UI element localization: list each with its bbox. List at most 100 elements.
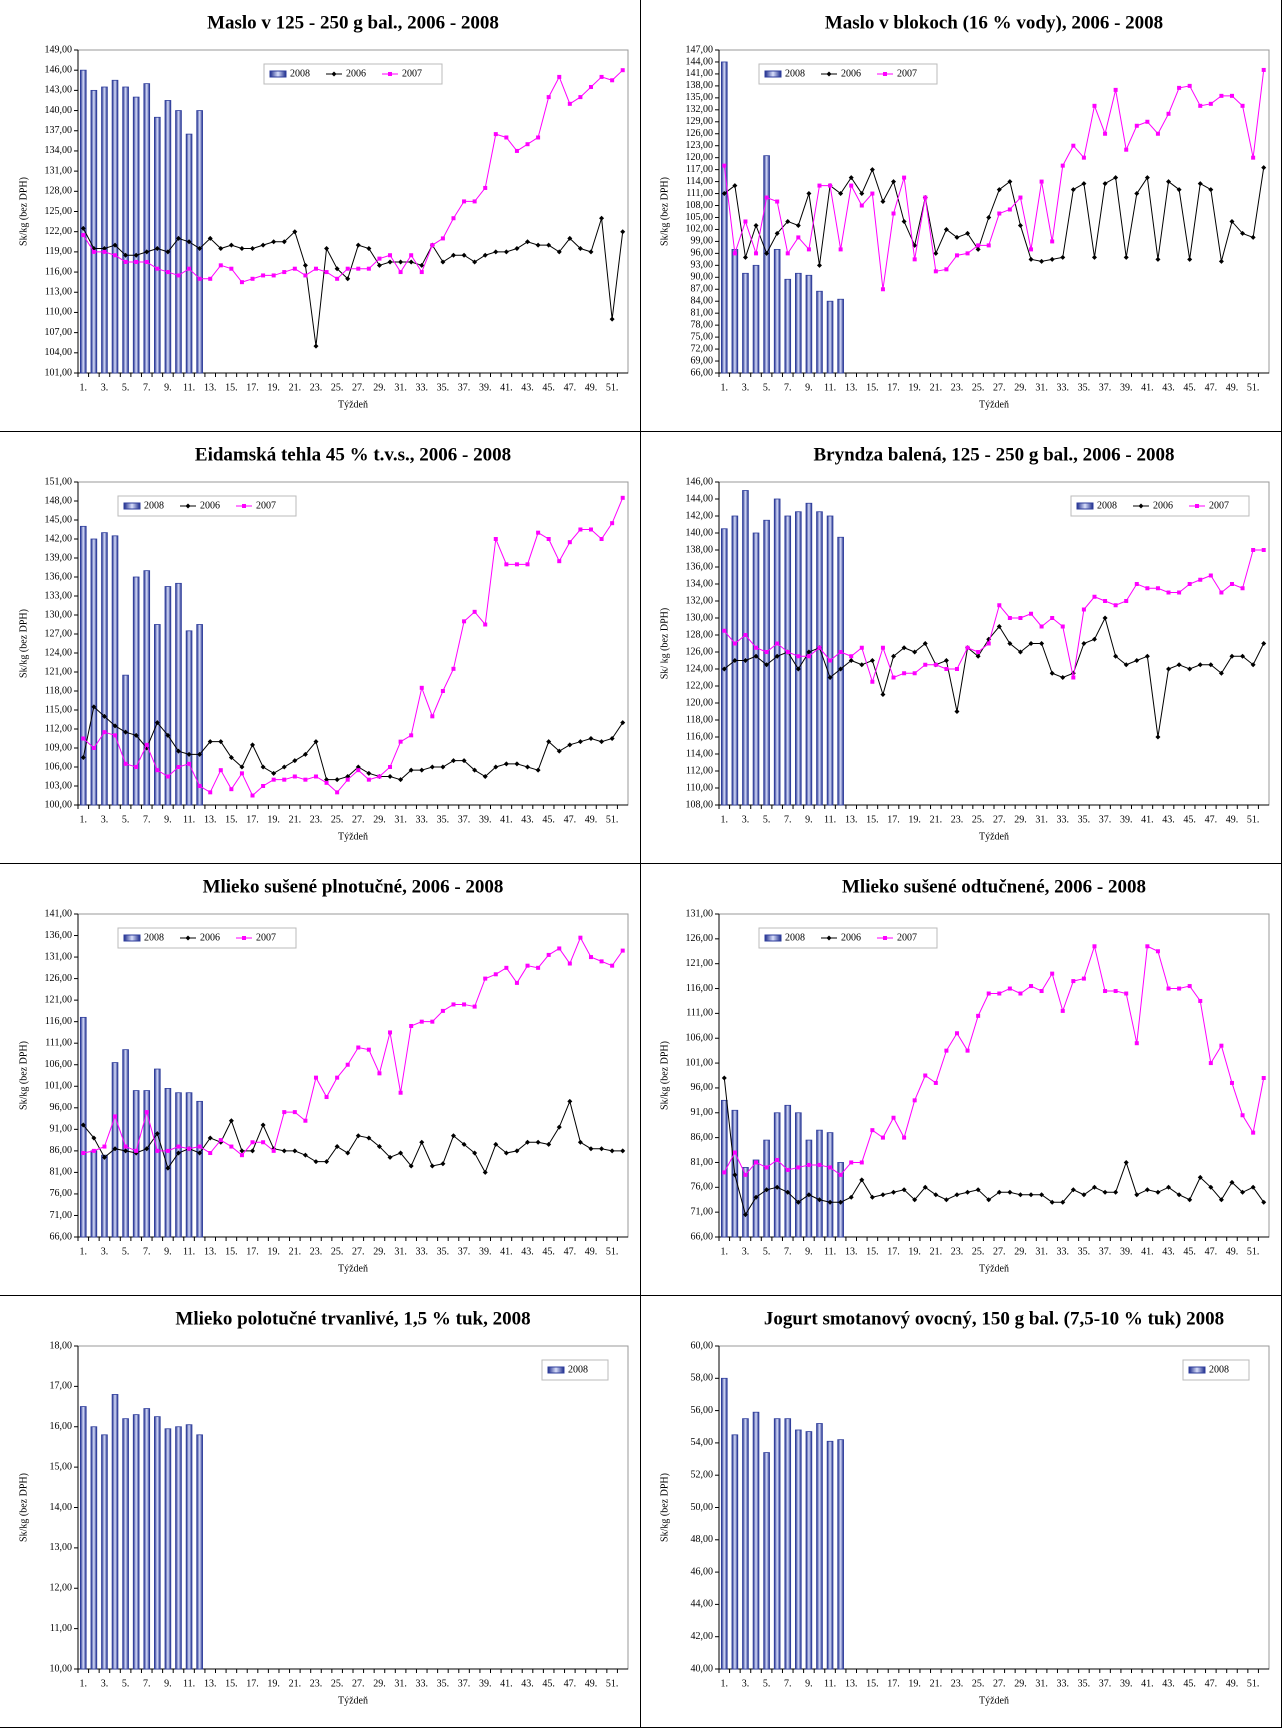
marker [387,774,393,779]
marker [450,252,456,258]
marker [753,1194,759,1200]
bar [816,1129,823,1238]
x-axis-label: Týždeň [338,399,368,410]
marker [1229,218,1235,224]
x-tick-label: 11. [183,814,195,825]
marker [796,235,801,240]
bar [111,1394,119,1670]
marker [292,266,297,271]
marker [1060,675,1066,680]
marker [944,1048,949,1053]
marker [620,68,625,73]
chart: Mlieko sušené plnotučné, 2006 - 2008 66,0… [0,864,640,1295]
marker [599,1146,605,1152]
marker [1018,991,1023,996]
x-tick-label: 31. [1035,382,1048,393]
marker [567,742,573,748]
bar [111,535,119,806]
marker [880,287,885,292]
marker [742,658,748,663]
chart: Jogurt smotanový ovocný, 150 g bal. (7,5… [641,1296,1281,1727]
x-tick-label: 47. [564,382,577,393]
marker [943,1197,949,1203]
bar [143,1090,151,1238]
marker [1145,586,1150,591]
marker [144,259,149,264]
marker [546,739,552,745]
line [723,616,1265,738]
marker [869,1194,875,1200]
y-tick-label: 72,00 [691,343,714,354]
bar [90,538,98,806]
marker [419,685,424,690]
marker [954,1031,959,1036]
x-tick-label: 35. [437,382,450,393]
x-tick-label: 5. [122,1246,130,1257]
x-tick-label: 37. [458,814,471,825]
marker [1134,582,1139,586]
marker [376,1144,382,1150]
chart-title: Mlieko polotučné trvanlivé, 1,5 % tuk, 2… [175,1308,530,1329]
legend: 2008 2006 2007 [117,927,297,949]
chart-title: Maslo v 125 - 250 g bal., 2006 - 2008 [207,12,499,33]
line [82,218,624,347]
marker [764,1165,769,1170]
chart: Maslo v 125 - 250 g bal., 2006 - 2008 101… [0,0,640,431]
x-tick-label: 1. [721,814,729,825]
bar [773,1418,781,1670]
marker [261,784,266,788]
marker [817,1162,822,1167]
marker [620,720,626,726]
marker [1208,573,1213,578]
x-axis-label: Týždeň [979,831,1009,842]
marker [577,739,583,745]
x-tick-label: 27. [993,814,1006,825]
marker [1219,590,1224,595]
y-tick-label: 17,00 [50,1381,73,1392]
marker [451,1002,456,1007]
bar [795,272,802,374]
marker [1081,641,1087,646]
x-axis-label: Týždeň [979,1263,1009,1274]
x-tick-label: 7. [143,1678,151,1689]
y-axis-label: Sk/ kg (bez DPH) [659,608,670,679]
marker [514,562,519,567]
bar [742,272,749,374]
y-tick-label: 131,00 [45,165,73,176]
marker [154,246,160,252]
y-tick-label: 122,00 [686,680,714,691]
marker [1029,984,1034,989]
marker [1261,67,1266,72]
marker [567,1098,573,1104]
y-tick-label: 84,00 [691,296,714,307]
bar [773,1112,781,1238]
marker [419,1139,425,1145]
marker [912,257,917,262]
x-tick-label: 17. [887,1246,900,1257]
x-tick-label: 29. [373,814,386,825]
y-tick-label: 136,00 [45,930,73,941]
legend-swatch [1188,1366,1206,1374]
marker [774,653,780,659]
x-tick-label: 21. [289,1246,302,1257]
y-tick-label: 14,00 [50,1502,73,1513]
marker [785,218,791,224]
legend-label: 2007 [1209,500,1229,511]
y-tick-label: 140,00 [45,105,73,116]
y-tick-label: 133,00 [45,590,73,601]
bar [185,630,193,806]
x-tick-label: 27. [993,382,1006,393]
marker [525,1139,531,1145]
marker [1250,1184,1256,1190]
marker [377,774,382,779]
marker [1071,675,1076,680]
x-tick-label: 39. [1120,814,1133,825]
marker [535,242,541,248]
marker [187,1146,192,1151]
marker [902,175,907,180]
y-tick-label: 132,00 [686,595,714,606]
marker [1113,87,1118,92]
x-tick-label: 15. [866,1678,879,1689]
y-tick-label: 121,00 [45,666,73,677]
line [723,549,1264,684]
